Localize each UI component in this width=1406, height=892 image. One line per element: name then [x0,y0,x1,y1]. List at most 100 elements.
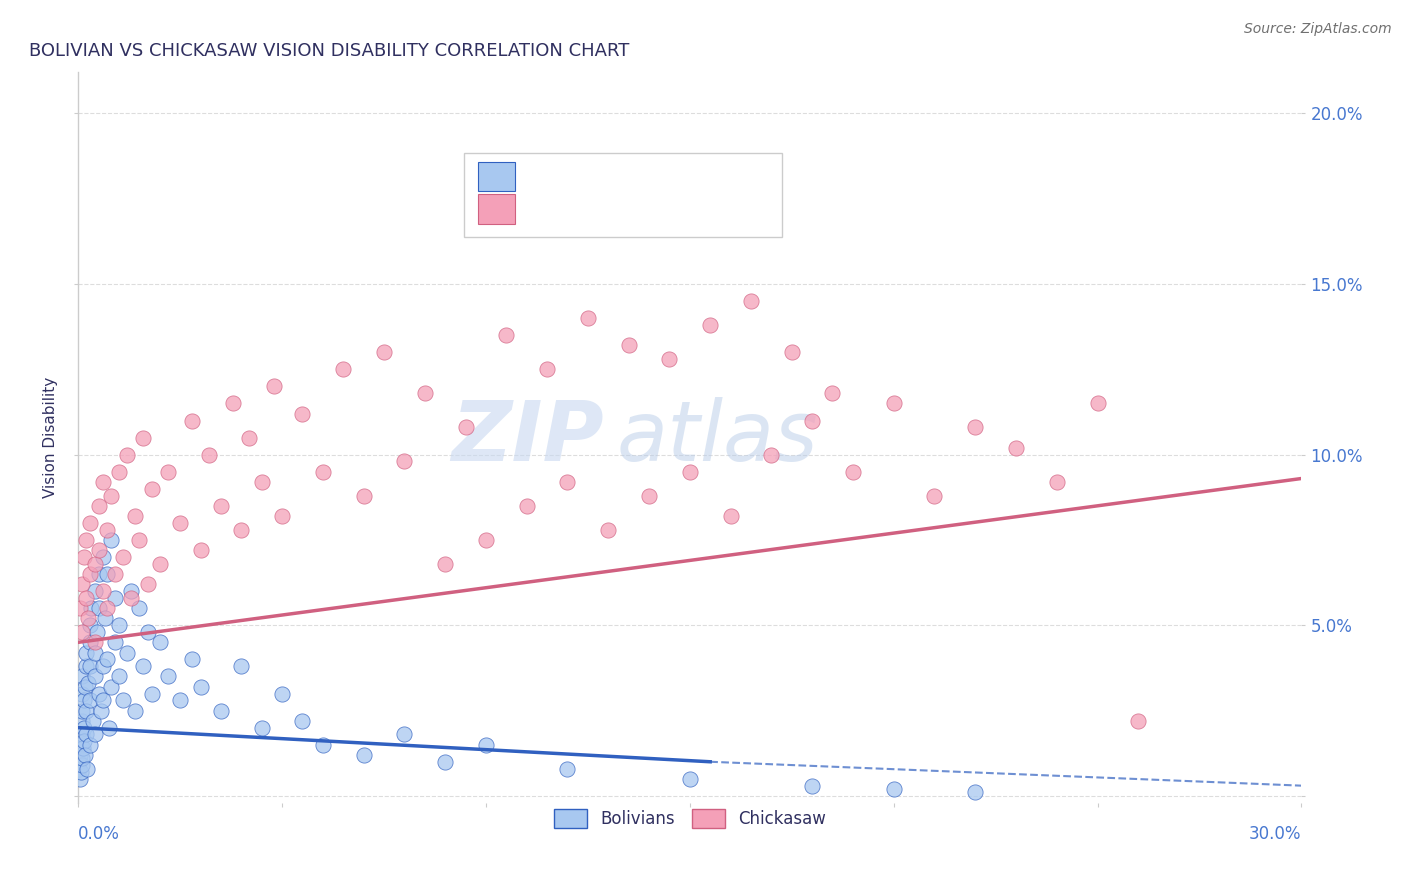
Point [1005,441,1028,455]
Legend: Bolivians, Chickasaw: Bolivians, Chickasaw [547,802,832,835]
Point [87,543,110,558]
Point [124,509,146,524]
Point [76,762,98,776]
Point [238,431,260,445]
Text: Source: ZipAtlas.com: Source: ZipAtlas.com [1244,22,1392,37]
Point [87,567,110,582]
Point [72,704,94,718]
Point [475,533,498,547]
Point [156,465,179,479]
Point [353,489,375,503]
Point [1046,475,1069,489]
Point [79,635,101,649]
Point [136,625,159,640]
Text: ZIP: ZIP [451,397,605,478]
Point [271,686,294,700]
Point [209,704,232,718]
Point [149,635,172,649]
Text: atlas: atlas [616,397,818,478]
Point [91,659,114,673]
Point [924,489,946,503]
Point [79,516,101,530]
Point [271,509,294,524]
Point [70,758,93,772]
Point [780,345,803,359]
Point [96,652,118,666]
Point [332,362,354,376]
Point [638,489,661,503]
Text: 0.0%: 0.0% [79,824,120,843]
Point [75,727,97,741]
Point [79,693,101,707]
Point [475,738,498,752]
Point [104,635,127,649]
Point [250,475,273,489]
Point [72,577,94,591]
Point [263,379,285,393]
Text: 30.0%: 30.0% [1249,824,1302,843]
Point [454,420,477,434]
Point [536,362,558,376]
Point [353,747,375,762]
Point [679,772,702,786]
Point [149,557,172,571]
Point [73,734,96,748]
Point [169,693,191,707]
Text: R = 0.299: R = 0.299 [537,200,627,218]
Point [801,779,824,793]
Point [83,646,105,660]
Point [231,523,253,537]
Point [100,533,122,547]
Point [413,386,436,401]
Point [75,533,97,547]
Point [72,686,94,700]
Point [965,785,987,799]
Point [72,741,94,756]
Point [84,727,107,741]
Point [83,669,105,683]
Point [434,755,457,769]
Point [679,465,702,479]
Point [124,704,146,718]
Point [120,584,142,599]
Point [97,721,120,735]
Point [557,475,579,489]
Point [156,669,179,683]
Text: N = 76: N = 76 [659,200,723,218]
Point [72,721,94,735]
Point [73,680,96,694]
Point [181,652,204,666]
Point [72,714,94,728]
Point [96,601,118,615]
Point [801,413,824,427]
Point [699,318,721,332]
Point [434,557,457,571]
Point [231,659,253,673]
FancyBboxPatch shape [478,194,515,224]
Point [79,567,101,582]
Point [883,782,905,797]
Point [112,693,135,707]
Point [617,338,640,352]
Point [197,448,219,462]
Point [209,499,232,513]
Point [169,516,191,530]
Point [72,669,94,683]
Point [115,646,138,660]
Point [69,738,91,752]
Point [312,738,335,752]
Point [1128,714,1150,728]
Point [1087,396,1109,410]
Point [80,601,103,615]
Point [87,499,110,513]
Point [79,618,101,632]
Point [720,509,742,524]
Point [740,294,762,309]
Point [115,448,138,462]
Point [69,747,91,762]
Point [75,747,97,762]
Point [883,396,905,410]
Point [120,591,142,605]
Point [91,475,114,489]
Point [394,727,416,741]
